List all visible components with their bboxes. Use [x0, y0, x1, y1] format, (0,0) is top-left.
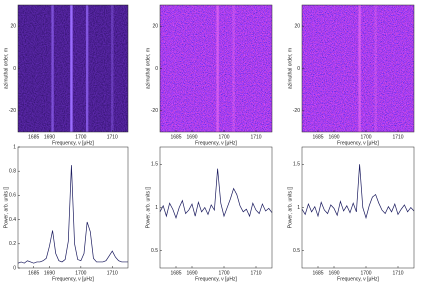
- spectrum-line: [159, 168, 273, 219]
- x-axis-label: Frequency, ν [μHz]: [52, 276, 94, 282]
- y-tick-label: -20: [293, 108, 300, 114]
- x-tick-label: 1700: [360, 134, 371, 140]
- y-tick-label: -20: [151, 108, 158, 114]
- x-tick-label: 1710: [392, 134, 403, 140]
- spectrum-panel: 1685 1690 1700 1710 0.5 1 1.5 Frequency, ν [μHz…: [287, 146, 415, 282]
- y-axis-label: azimuthal order, m: [287, 48, 293, 89]
- ridge: [232, 5, 235, 132]
- y-axis-label: Power, arb. units []: [3, 186, 9, 228]
- y-tick-label: 20: [10, 23, 16, 29]
- x-tick-label: 1690: [44, 134, 55, 140]
- x-tick-label: 1710: [392, 270, 403, 276]
- x-axis-label: Frequency, ν [μHz]: [195, 276, 237, 282]
- x-tick-label: 1690: [44, 270, 55, 276]
- y-tick-label: 0: [13, 265, 16, 271]
- y-tick-label: 20: [294, 23, 300, 29]
- y-tick-label: 0.4: [9, 217, 16, 223]
- y-tick-label: 0.8: [9, 169, 16, 175]
- x-tick-label: 1685: [28, 270, 39, 276]
- ridge: [51, 5, 54, 132]
- x-tick-label: 1710: [107, 270, 118, 276]
- spectrum-line: [17, 165, 128, 264]
- y-tick-label: 0.5: [293, 248, 300, 254]
- heatmap-background: [18, 5, 128, 132]
- ridge: [85, 5, 89, 132]
- x-tick-label: 1690: [328, 270, 339, 276]
- spectrum-panel: 1685 1690 1700 1710 0 0.2 0.4 0.6 0.8 1 Frequency,…: [3, 144, 129, 282]
- y-axis-label: Power, arb. units []: [287, 186, 293, 228]
- y-axis-label: azimuthal order, m: [3, 48, 9, 89]
- x-axis-label: Frequency, ν [μHz]: [52, 140, 94, 146]
- axes-frame: [17, 146, 129, 269]
- x-tick-label: 1690: [186, 270, 197, 276]
- plot-area: [302, 147, 414, 268]
- heatmap-background: [302, 5, 414, 132]
- y-tick-label: -20: [9, 108, 16, 114]
- x-axis-label: Frequency, ν [μHz]: [195, 140, 237, 146]
- ridge: [70, 5, 73, 132]
- y-tick-label: 1.5: [151, 162, 158, 168]
- ridge: [374, 5, 377, 132]
- x-tick-label: 1700: [75, 134, 86, 140]
- x-tick-label: 1685: [28, 134, 39, 140]
- plot-area: [160, 147, 272, 268]
- spectrum-line: [301, 164, 415, 220]
- x-tick-label: 1685: [170, 270, 181, 276]
- x-axis-label: Frequency, ν [μHz]: [337, 276, 379, 282]
- y-tick-label: 20: [152, 23, 158, 29]
- y-tick-label: 0.5: [151, 248, 158, 254]
- ridge: [111, 5, 114, 132]
- x-tick-label: 1685: [312, 270, 323, 276]
- ridge: [358, 5, 361, 132]
- x-tick-label: 1700: [218, 134, 229, 140]
- x-tick-label: 1710: [107, 134, 118, 140]
- heatmap-panel: 1685 1690 1700 1710 20 0 -20 Frequency, ν [μHz]…: [287, 4, 415, 146]
- x-tick-label: 1690: [186, 134, 197, 140]
- y-tick-label: 0: [155, 66, 158, 72]
- x-tick-label: 1700: [75, 270, 86, 276]
- heatmap-panel: 1685 1690 1700 1710 20 0 -20 Frequency, ν [μHz]…: [145, 4, 273, 146]
- heatmap-panel: 1685 1690 1700 1710 20 0 -20 Frequency, ν [μHz]…: [3, 4, 129, 146]
- y-tick-label: 0.2: [9, 241, 16, 247]
- x-tick-label: 1700: [360, 270, 371, 276]
- y-tick-label: 0.6: [9, 193, 16, 199]
- y-tick-label: 0: [13, 66, 16, 72]
- y-tick-label: 1: [13, 144, 16, 150]
- y-tick-label: 1: [297, 205, 300, 211]
- y-axis-label: Power, arb. units []: [145, 186, 151, 228]
- heatmap-background: [160, 5, 272, 132]
- x-axis-label: Frequency, ν [μHz]: [337, 140, 379, 146]
- y-tick-label: 1.5: [293, 162, 300, 168]
- x-tick-label: 1700: [218, 270, 229, 276]
- spectrum-panel: 1685 1690 1700 1710 0.5 1 1.5 Frequency, ν [μHz…: [145, 146, 273, 282]
- ridge: [216, 5, 219, 132]
- x-tick-label: 1710: [250, 270, 261, 276]
- x-tick-label: 1685: [170, 134, 181, 140]
- y-tick-label: 1: [155, 205, 158, 211]
- x-tick-label: 1710: [250, 134, 261, 140]
- x-tick-label: 1685: [312, 134, 323, 140]
- x-tick-label: 1690: [328, 134, 339, 140]
- y-axis-label: azimuthal order, m: [145, 48, 151, 89]
- y-tick-label: 0: [297, 66, 300, 72]
